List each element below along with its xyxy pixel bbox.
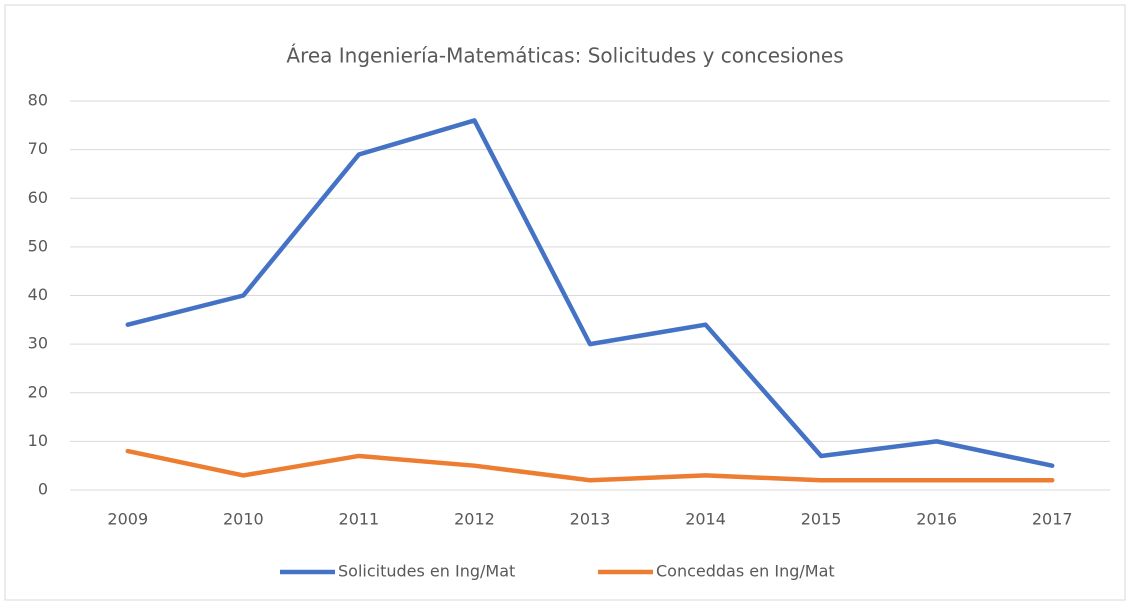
- legend-label: Conceddas en Ing/Mat: [656, 562, 835, 581]
- y-tick-label: 60: [28, 188, 48, 207]
- chart-frame: [4, 4, 1126, 601]
- x-tick-label: 2011: [339, 510, 380, 529]
- y-tick-label: 10: [28, 431, 48, 450]
- y-tick-label: 50: [28, 236, 48, 255]
- y-tick-label: 20: [28, 382, 48, 401]
- x-tick-label: 2017: [1032, 510, 1073, 529]
- x-tick-label: 2013: [570, 510, 611, 529]
- y-tick-label: 40: [28, 285, 48, 304]
- line-series: [125, 448, 1055, 483]
- legend-label: Solicitudes en Ing/Mat: [338, 562, 515, 581]
- chart-title: Área Ingeniería-Matemáticas: Solicitudes…: [286, 44, 843, 68]
- line-series: [125, 118, 1055, 468]
- x-tick-label: 2016: [916, 510, 957, 529]
- x-tick-label: 2009: [107, 510, 148, 529]
- y-tick-label: 0: [38, 480, 48, 499]
- x-tick-label: 2014: [685, 510, 726, 529]
- x-tick-label: 2010: [223, 510, 264, 529]
- y-tick-label: 30: [28, 334, 48, 353]
- y-tick-label: 80: [28, 91, 48, 110]
- x-tick-label: 2015: [801, 510, 842, 529]
- x-tick-label: 2012: [454, 510, 495, 529]
- y-tick-label: 70: [28, 139, 48, 158]
